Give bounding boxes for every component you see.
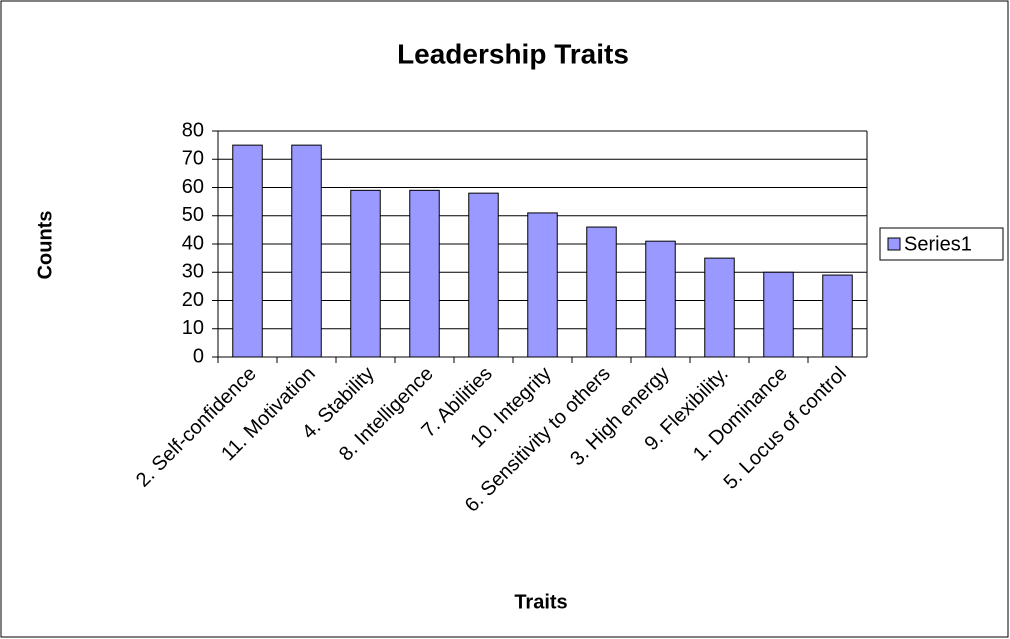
x-axis-title: Traits (514, 591, 567, 613)
legend-swatch (887, 237, 901, 251)
y-tick-label: 80 (182, 119, 204, 141)
bar (291, 144, 322, 358)
bar (822, 274, 853, 358)
bar (586, 226, 617, 358)
bar (232, 144, 263, 358)
legend-label: Series1 (904, 233, 972, 255)
y-tick-label: 30 (182, 261, 204, 283)
y-tick-label: 60 (182, 176, 204, 198)
y-tick-label: 50 (182, 204, 204, 226)
y-tick-label: 0 (193, 345, 204, 367)
bar (527, 212, 558, 358)
chart-title: Leadership Traits (397, 38, 629, 69)
y-tick-label: 40 (182, 232, 204, 254)
y-tick-label: 10 (182, 317, 204, 339)
y-tick-label: 20 (182, 289, 204, 311)
bar (350, 189, 381, 358)
y-axis-title: Counts (34, 211, 56, 280)
bar (704, 257, 735, 358)
bar (645, 240, 676, 358)
bar (409, 189, 440, 358)
y-tick-label: 70 (182, 148, 204, 170)
bar (763, 271, 794, 358)
bar (468, 192, 499, 358)
